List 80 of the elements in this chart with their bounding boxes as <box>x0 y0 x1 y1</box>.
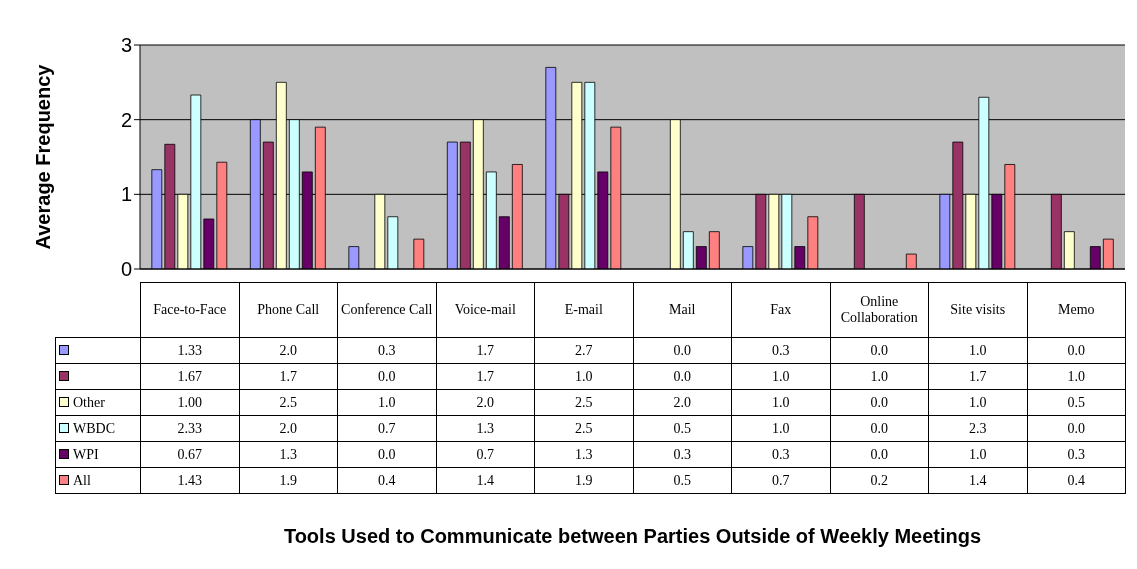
data-label: 1.0 <box>830 363 929 390</box>
x-tick-label: Online Collaboration <box>830 282 929 338</box>
data-label: 1.3 <box>436 415 535 442</box>
text: Tools Used to Communicate between Parties Outside of Weekly Meetings <box>282 525 983 548</box>
data-label: 1.0 <box>337 389 436 416</box>
data-label: 2.5 <box>534 389 633 416</box>
data-label: 1.7 <box>239 363 338 390</box>
y-tick-label: 2 <box>120 108 132 131</box>
x-tick-label: Face-to-Face <box>140 282 239 338</box>
x-tick-label: Phone Call <box>239 282 338 338</box>
data-label: 0.3 <box>337 337 436 364</box>
data-label: 1.0 <box>928 389 1027 416</box>
data-label: 0.0 <box>633 363 732 390</box>
data-label: 0.4 <box>337 467 436 494</box>
legend-label: Other <box>55 389 141 416</box>
data-label: 1.9 <box>239 467 338 494</box>
data-label: 0.7 <box>436 441 535 468</box>
data-label: 2.0 <box>633 389 732 416</box>
data-label: 1.3 <box>534 441 633 468</box>
data-label: 0.0 <box>1027 337 1126 364</box>
x-tick-label: Fax <box>731 282 830 338</box>
data-label: 2.5 <box>239 389 338 416</box>
legend-label: WPI <box>55 441 141 468</box>
data-label: 1.43 <box>140 467 239 494</box>
x-tick-label: Voice-mail <box>436 282 535 338</box>
x-tick-label: Mail <box>633 282 732 338</box>
data-label: 1.3 <box>239 441 338 468</box>
data-label: 2.0 <box>239 337 338 364</box>
data-label: 0.0 <box>633 337 732 364</box>
data-label: 1.4 <box>928 467 1027 494</box>
data-label: 0.5 <box>1027 389 1126 416</box>
legend-label: All <box>55 467 141 494</box>
data-label: 0.2 <box>830 467 929 494</box>
data-label: 1.0 <box>731 389 830 416</box>
data-label: 0.5 <box>633 415 732 442</box>
y-tick-label: 0 <box>120 258 132 281</box>
x-tick-label: E-mail <box>534 282 633 338</box>
data-label: 0.0 <box>830 441 929 468</box>
data-label: 1.0 <box>1027 363 1126 390</box>
data-label: 1.0 <box>928 441 1027 468</box>
data-label: 0.5 <box>633 467 732 494</box>
data-label: 2.3 <box>928 415 1027 442</box>
data-label: 1.0 <box>731 415 830 442</box>
data-label: 1.4 <box>436 467 535 494</box>
y-axis-title: Average Frequency <box>32 63 55 250</box>
y-tick-label: 3 <box>120 34 132 57</box>
data-label: 0.0 <box>830 337 929 364</box>
data-label: 2.0 <box>436 389 535 416</box>
data-label: 0.4 <box>1027 467 1126 494</box>
legend-label: WBDC <box>55 415 141 442</box>
data-label: 1.0 <box>731 363 830 390</box>
data-label: 1.33 <box>140 337 239 364</box>
y-tick-label: 1 <box>120 183 132 206</box>
data-label: 0.7 <box>337 415 436 442</box>
data-label: 1.9 <box>534 467 633 494</box>
data-label: 0.3 <box>731 441 830 468</box>
data-label: 0.3 <box>1027 441 1126 468</box>
x-tick-label: Site visits <box>928 282 1027 338</box>
data-label: 0.3 <box>731 337 830 364</box>
data-label: 0.0 <box>337 363 436 390</box>
data-label: 2.7 <box>534 337 633 364</box>
data-label: 0.0 <box>830 415 929 442</box>
data-label: 0.0 <box>337 441 436 468</box>
data-label: 0.0 <box>1027 415 1126 442</box>
x-tick-label: Conference Call <box>337 282 436 338</box>
x-tick-label: Memo <box>1027 282 1126 338</box>
data-label: 2.33 <box>140 415 239 442</box>
data-label: 1.00 <box>140 389 239 416</box>
data-label: 0.67 <box>140 441 239 468</box>
data-label: 0.7 <box>731 467 830 494</box>
data-label: 0.3 <box>633 441 732 468</box>
data-label: 1.7 <box>436 363 535 390</box>
data-label: 2.0 <box>239 415 338 442</box>
data-label: 1.0 <box>928 337 1027 364</box>
data-label: 0.0 <box>830 389 929 416</box>
data-label: 1.67 <box>140 363 239 390</box>
data-label: 1.0 <box>534 363 633 390</box>
data-label: 1.7 <box>928 363 1027 390</box>
data-label: 2.5 <box>534 415 633 442</box>
data-label: 1.7 <box>436 337 535 364</box>
